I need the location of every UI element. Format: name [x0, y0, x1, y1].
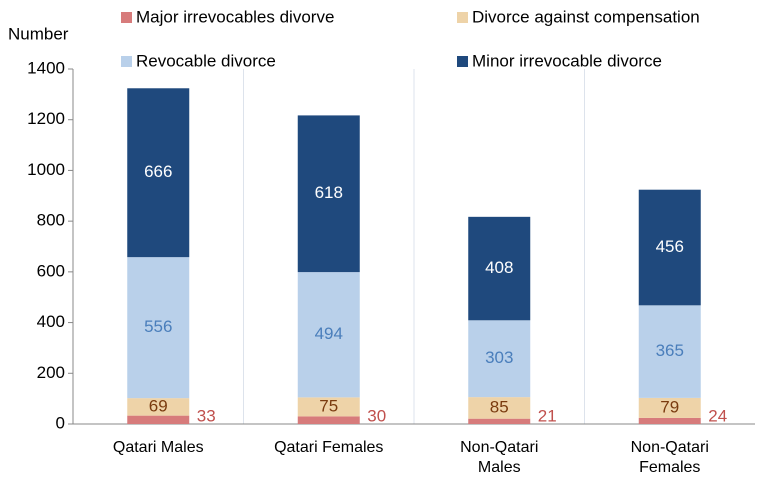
data-label: 408: [485, 258, 513, 277]
bar-segment: [638, 305, 701, 398]
data-label: 303: [485, 348, 513, 367]
y-tick-label: 200: [37, 363, 65, 382]
data-label: 494: [315, 324, 343, 343]
data-label: 456: [656, 237, 684, 256]
x-tick-label: Qatari Males: [112, 439, 204, 456]
legend-swatch: [457, 12, 468, 23]
bar-segment: [127, 415, 190, 424]
data-label: 365: [656, 341, 684, 360]
bar-segment: [127, 398, 190, 416]
legend-label: Major irrevocables divorve: [136, 7, 334, 26]
legend-swatch: [457, 56, 468, 67]
y-tick-label: 800: [37, 211, 65, 230]
data-label: 666: [144, 162, 172, 181]
x-tick-label: Qatari Females: [274, 439, 384, 456]
bar-segment: [468, 216, 531, 321]
bar-segment: [127, 257, 190, 399]
bar-segment: [468, 418, 531, 424]
bar-segment: [297, 115, 360, 273]
legend-label: Minor irrevocable divorce: [472, 51, 662, 70]
data-label: 69: [149, 396, 168, 415]
data-label: 24: [708, 406, 727, 425]
data-label: 79: [660, 397, 679, 416]
data-label: 556: [144, 317, 172, 336]
bar-segment: [297, 272, 360, 398]
y-tick-label: 400: [37, 312, 65, 331]
y-tick-label: 1200: [27, 109, 65, 128]
legend-swatch: [121, 56, 132, 67]
bar-segment: [297, 397, 360, 417]
data-label: 85: [490, 397, 509, 416]
data-label: 33: [197, 406, 216, 425]
data-label: 30: [367, 406, 386, 425]
y-axis-label: Number: [8, 24, 69, 43]
y-tick-label: 1000: [27, 160, 65, 179]
data-label: 75: [319, 396, 338, 415]
legend-label: Revocable divorce: [136, 51, 276, 70]
bar-segment: [468, 397, 531, 419]
data-label: 618: [315, 183, 343, 202]
y-tick-label: 0: [56, 413, 65, 432]
bar-segment: [638, 417, 701, 424]
bar-segment: [297, 416, 360, 424]
y-tick-label: 600: [37, 261, 65, 280]
data-label: 21: [538, 406, 557, 425]
bar-segment: [127, 88, 190, 258]
legend-label: Divorce against compensation: [472, 7, 700, 26]
bar-segment: [638, 397, 701, 418]
bar-segment: [638, 189, 701, 306]
x-tick-label: Non-Qatari Males: [460, 439, 539, 476]
bar-segment: [468, 320, 531, 398]
legend-swatch: [121, 12, 132, 23]
x-tick-label: Non-Qatari Females: [630, 439, 709, 476]
y-tick-label: 1400: [27, 58, 65, 77]
